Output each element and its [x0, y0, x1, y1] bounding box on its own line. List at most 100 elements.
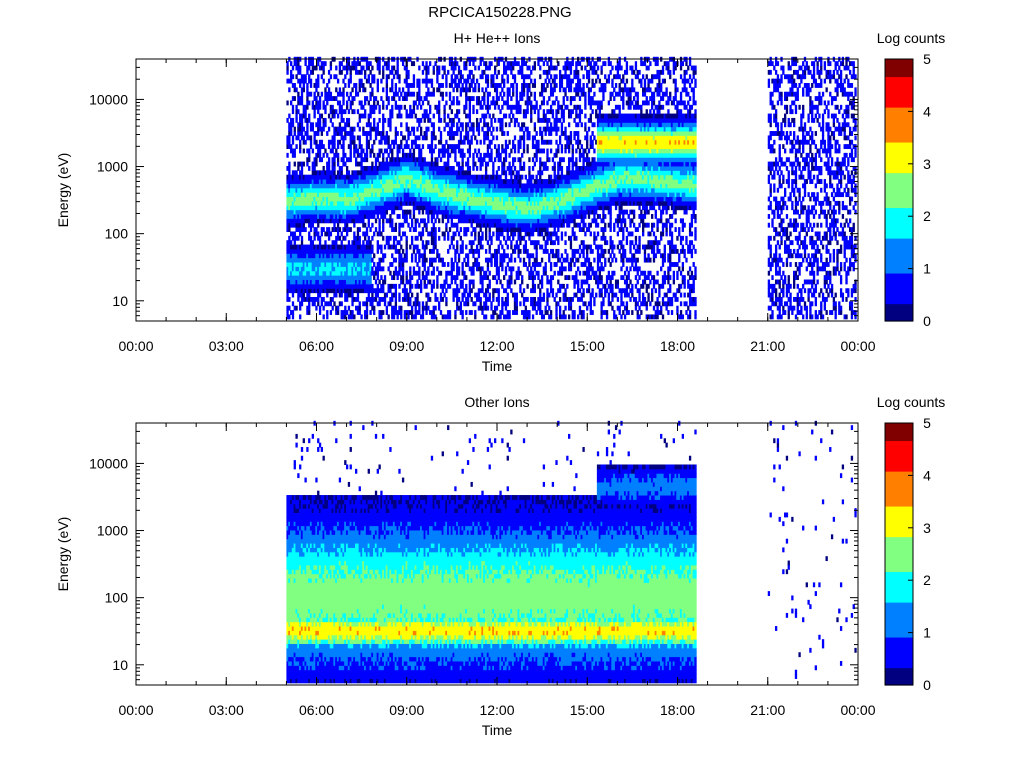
colorbar-step — [885, 545, 913, 550]
colorbar-step — [885, 177, 913, 182]
file-title: RPCICA150228.PNG — [0, 4, 1000, 21]
x-axis-label: Time — [482, 722, 513, 738]
colorbar-tick-label: 4 — [923, 103, 931, 119]
colorbar-step — [885, 458, 913, 463]
colorbar-step — [885, 251, 913, 256]
colorbar-step — [885, 475, 913, 480]
colorbar-step — [885, 155, 913, 160]
colorbar-step — [885, 598, 913, 603]
colorbar-step — [885, 59, 913, 64]
colorbar-step — [885, 580, 913, 585]
colorbar-step — [885, 68, 913, 73]
colorbar-step — [885, 567, 913, 572]
colorbar-step — [885, 242, 913, 247]
y-tick-label: 100 — [105, 590, 129, 606]
x-tick-label: 15:00 — [570, 702, 605, 718]
spectrogram-panel-1 — [286, 57, 856, 320]
colorbar-step — [885, 650, 913, 655]
colorbar-tick-label: 3 — [923, 520, 931, 536]
colorbar-step — [885, 273, 913, 278]
colorbar-tick-label: 5 — [923, 51, 931, 67]
colorbar-step — [885, 98, 913, 103]
x-tick-label: 12:00 — [479, 338, 514, 354]
colorbar-step — [885, 676, 913, 681]
colorbar-step — [885, 199, 913, 204]
colorbar-step — [885, 620, 913, 625]
colorbar-step — [885, 506, 913, 511]
colorbar-step — [885, 563, 913, 568]
colorbar-step — [885, 225, 913, 230]
colorbar-tick-label: 5 — [923, 415, 931, 431]
colorbar-step — [885, 90, 913, 95]
colorbar-tick-label: 1 — [923, 261, 931, 277]
colorbar-step — [885, 467, 913, 472]
colorbar-step — [885, 229, 913, 234]
colorbar-step — [885, 247, 913, 252]
x-tick-label: 21:00 — [750, 702, 785, 718]
x-tick-label: 09:00 — [389, 338, 424, 354]
colorbar-step — [885, 103, 913, 108]
colorbar-step — [885, 138, 913, 143]
x-tick-label: 18:00 — [660, 338, 695, 354]
colorbar-step — [885, 312, 913, 317]
colorbar-step — [885, 532, 913, 537]
colorbar-step — [885, 190, 913, 195]
spectrogram-panel-2 — [286, 421, 856, 683]
colorbar-step — [885, 299, 913, 304]
colorbar-step — [885, 432, 913, 437]
colorbar-step — [885, 151, 913, 156]
x-tick-label: 00:00 — [118, 702, 153, 718]
colorbar-step — [885, 269, 913, 274]
colorbar-step — [885, 589, 913, 594]
colorbar-step — [885, 94, 913, 99]
colorbar-step — [885, 484, 913, 489]
colorbar-step — [885, 571, 913, 576]
colorbar-step — [885, 554, 913, 559]
colorbar-step — [885, 440, 913, 445]
colorbar-step — [885, 186, 913, 191]
colorbar-step — [885, 593, 913, 598]
colorbar-step — [885, 537, 913, 542]
colorbar-step — [885, 633, 913, 638]
panel-title: H+ He++ Ions — [454, 30, 541, 46]
y-tick-label: 100 — [105, 226, 129, 242]
y-axis-label: Energy (eV) — [55, 153, 71, 228]
colorbar-step — [885, 624, 913, 629]
panel-title: Other Ions — [464, 394, 529, 410]
colorbar-step — [885, 510, 913, 515]
colorbar-tick-label: 2 — [923, 572, 931, 588]
colorbar-step — [885, 308, 913, 313]
colorbar-tick-label: 3 — [923, 156, 931, 172]
colorbar-step — [885, 260, 913, 265]
colorbar-step — [885, 282, 913, 287]
colorbar-step — [885, 120, 913, 125]
colorbar-step — [885, 234, 913, 239]
colorbar-step — [885, 445, 913, 450]
colorbar-step — [885, 221, 913, 226]
colorbar-label: Log counts — [877, 394, 946, 410]
colorbar-step — [885, 111, 913, 116]
colorbar-step — [885, 668, 913, 673]
colorbar-step — [885, 493, 913, 498]
colorbar-step — [885, 611, 913, 616]
colorbar-step — [885, 436, 913, 441]
colorbar-step — [885, 295, 913, 300]
x-tick-label: 12:00 — [479, 702, 514, 718]
x-tick-label: 18:00 — [660, 702, 695, 718]
colorbar-step — [885, 637, 913, 642]
colorbar-step — [885, 194, 913, 199]
colorbar-step — [885, 497, 913, 502]
colorbar-step — [885, 541, 913, 546]
colorbar-label: Log counts — [877, 30, 946, 46]
y-tick-label: 10 — [112, 293, 128, 309]
x-axis-label: Time — [482, 358, 513, 374]
colorbar-step — [885, 585, 913, 590]
x-tick-label: 06:00 — [299, 702, 334, 718]
colorbar-step — [885, 181, 913, 186]
colorbar-tick-label: 1 — [923, 625, 931, 641]
colorbar-step — [885, 85, 913, 90]
colorbar-step — [885, 502, 913, 507]
x-tick-label: 06:00 — [299, 338, 334, 354]
